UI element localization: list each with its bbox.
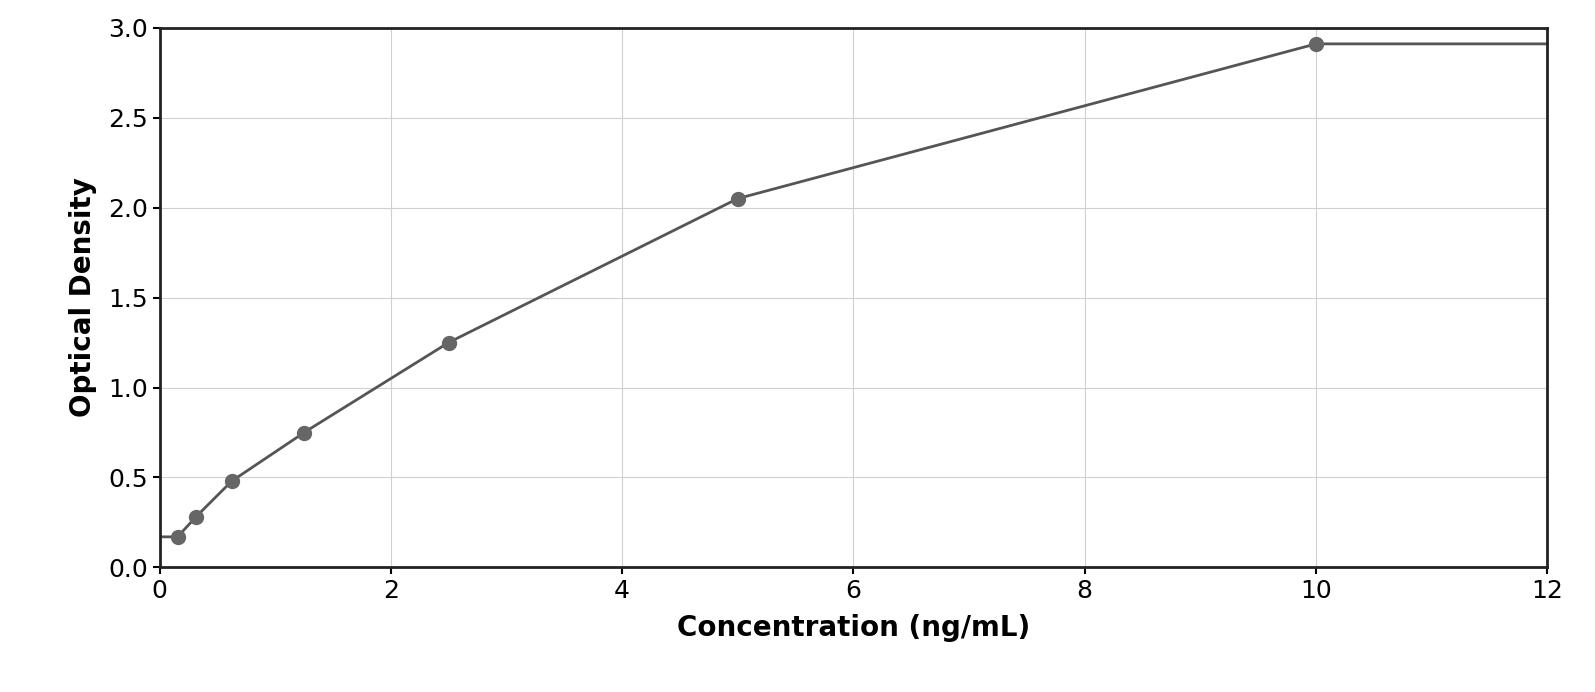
Y-axis label: Optical Density: Optical Density (69, 178, 97, 417)
Point (183, 511, 209, 522)
Point (219, 475, 244, 486)
Point (435, 337, 461, 348)
Point (164, 531, 190, 543)
Point (724, 193, 751, 204)
Point (292, 427, 317, 438)
X-axis label: Concentration (ng/mL): Concentration (ng/mL) (676, 614, 1030, 642)
Point (1303, 38, 1329, 49)
